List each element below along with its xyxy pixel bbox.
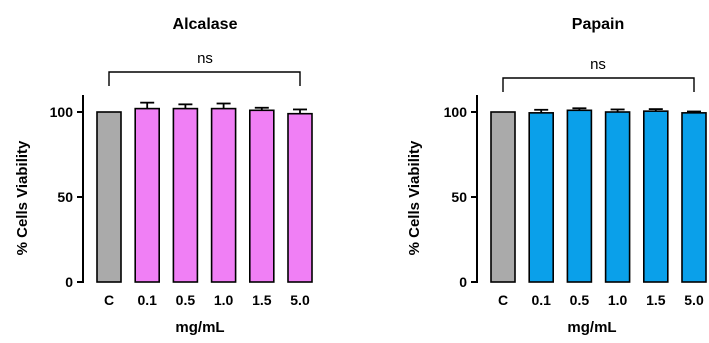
x-tick-label: 1.0 [608,292,628,308]
bar [528,112,555,283]
significance-bracket [108,71,301,86]
y-axis-label: % Cells Viability [14,140,31,255]
bar [134,107,160,283]
x-tick-label: 1.5 [646,292,666,308]
chart-panel-alcalase: Alcalase % Cells Viability mg/mL ns 0 50 1… [14,16,313,336]
x-tick-label: 0.1 [137,292,157,308]
y-tick-label: 0 [65,274,73,290]
bar [96,111,122,283]
x-tick-label: 0.5 [176,292,196,308]
bar [604,111,631,283]
chart-title: Alcalase [173,16,238,33]
chart-title: Papain [572,16,624,33]
chart-marks: 0 50 100 C 0.1 0.5 1.0 1.5 5.0 [50,71,313,308]
bar [172,107,199,283]
y-axis-label: % Cells Viability [406,140,423,255]
bar [249,109,275,283]
x-axis-label: mg/mL [567,319,616,336]
bar [681,112,707,283]
y-tick-label: 100 [50,104,74,120]
x-tick-label: 0.1 [531,292,551,308]
x-tick-label: 5.0 [290,292,310,308]
x-tick-label: 0.5 [570,292,590,308]
y-tick-label: 100 [444,104,468,120]
significance-bracket [502,77,695,92]
bar [642,110,669,283]
y-tick-label: 50 [451,189,467,205]
x-tick-label: 1.5 [252,292,272,308]
x-tick-label: 1.0 [214,292,234,308]
chart-marks: 0 50 100 C 0.1 0.5 1.0 1.5 5.0 [444,77,707,308]
chart-panel-papain: Papain % Cells Viability mg/mL ns 0 50 100… [406,16,707,336]
bar [210,107,237,283]
bar [490,111,516,283]
bar [287,112,313,283]
x-tick-label: C [104,292,114,308]
significance-label: ns [197,50,213,67]
significance-label: ns [590,56,606,73]
x-axis-label: mg/mL [175,319,224,336]
bar [566,109,593,283]
y-tick-label: 50 [57,189,73,205]
y-tick-label: 0 [459,274,467,290]
x-tick-label: 5.0 [684,292,704,308]
x-tick-label: C [498,292,508,308]
